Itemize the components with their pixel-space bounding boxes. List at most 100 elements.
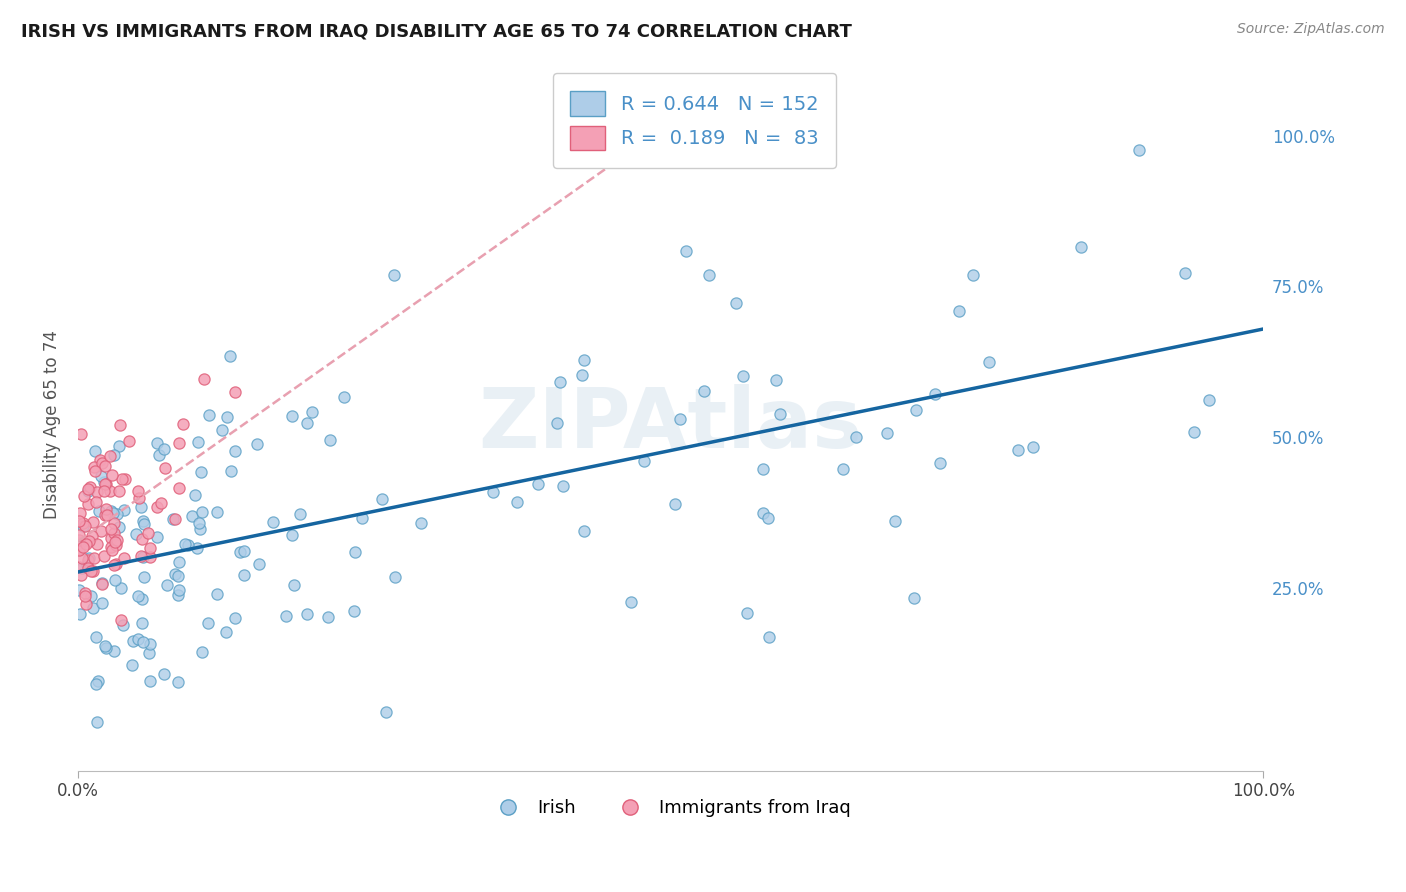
Point bbox=[411, 516, 433, 531]
Point bbox=[84, 443, 107, 458]
Point bbox=[82, 515, 104, 529]
Point bbox=[93, 483, 115, 498]
Point bbox=[219, 464, 242, 478]
Point bbox=[962, 268, 984, 282]
Point bbox=[100, 531, 122, 545]
Point bbox=[110, 582, 132, 596]
Text: 75.0%: 75.0% bbox=[1272, 279, 1324, 297]
Point bbox=[103, 506, 125, 520]
Point bbox=[232, 568, 254, 582]
Point bbox=[191, 645, 214, 659]
Point bbox=[262, 515, 284, 529]
Point bbox=[79, 534, 101, 549]
Point bbox=[1174, 266, 1197, 280]
Point bbox=[1022, 440, 1045, 454]
Point bbox=[756, 511, 779, 525]
Point bbox=[731, 369, 754, 384]
Point bbox=[295, 607, 318, 621]
Y-axis label: Disability Age 65 to 74: Disability Age 65 to 74 bbox=[44, 330, 60, 518]
Point bbox=[132, 514, 155, 528]
Point bbox=[91, 576, 114, 591]
Point bbox=[72, 516, 94, 530]
Point bbox=[526, 476, 548, 491]
Point bbox=[90, 456, 112, 470]
Point bbox=[129, 500, 152, 514]
Point bbox=[318, 433, 340, 447]
Point bbox=[70, 561, 93, 575]
Point bbox=[928, 456, 950, 470]
Point bbox=[67, 559, 90, 574]
Point bbox=[118, 434, 141, 448]
Point bbox=[100, 522, 122, 536]
Point bbox=[96, 508, 118, 522]
Point bbox=[146, 436, 169, 450]
Point bbox=[281, 528, 304, 542]
Point bbox=[104, 535, 127, 549]
Point bbox=[384, 268, 406, 283]
Point bbox=[153, 667, 176, 681]
Point bbox=[83, 459, 105, 474]
Point bbox=[127, 589, 149, 603]
Text: IRISH VS IMMIGRANTS FROM IRAQ DISABILITY AGE 65 TO 74 CORRELATION CHART: IRISH VS IMMIGRANTS FROM IRAQ DISABILITY… bbox=[21, 22, 852, 40]
Point bbox=[274, 608, 297, 623]
Point bbox=[131, 634, 153, 648]
Point bbox=[75, 519, 97, 533]
Point bbox=[94, 508, 117, 522]
Point bbox=[343, 545, 366, 559]
Point bbox=[903, 591, 925, 605]
Point bbox=[125, 527, 148, 541]
Point bbox=[177, 538, 200, 552]
Point bbox=[91, 597, 114, 611]
Point bbox=[69, 533, 91, 547]
Text: ZIPAtlas: ZIPAtlas bbox=[478, 384, 862, 465]
Point bbox=[131, 592, 153, 607]
Point bbox=[112, 503, 135, 517]
Point bbox=[205, 506, 228, 520]
Point bbox=[751, 461, 773, 475]
Point bbox=[574, 353, 596, 368]
Point bbox=[247, 557, 270, 571]
Point bbox=[191, 505, 214, 519]
Point bbox=[146, 530, 169, 544]
Point bbox=[132, 570, 155, 584]
Point bbox=[905, 403, 928, 417]
Point bbox=[184, 487, 207, 501]
Point bbox=[166, 569, 188, 583]
Point bbox=[67, 541, 90, 556]
Point bbox=[156, 578, 179, 592]
Point bbox=[288, 507, 311, 521]
Point bbox=[371, 491, 394, 506]
Point bbox=[73, 585, 96, 599]
Point bbox=[1198, 393, 1220, 408]
Point bbox=[111, 618, 134, 632]
Point bbox=[112, 550, 135, 565]
Point bbox=[111, 472, 134, 486]
Point bbox=[108, 418, 131, 433]
Text: 100.0%: 100.0% bbox=[1272, 128, 1334, 146]
Point bbox=[100, 504, 122, 518]
Point bbox=[188, 522, 211, 536]
Point bbox=[108, 519, 131, 533]
Point bbox=[86, 715, 108, 730]
Point bbox=[1007, 443, 1029, 458]
Point bbox=[94, 639, 117, 653]
Point bbox=[190, 465, 212, 479]
Point bbox=[350, 511, 373, 525]
Point bbox=[246, 437, 269, 451]
Point bbox=[77, 497, 100, 511]
Point bbox=[375, 705, 398, 719]
Point bbox=[187, 435, 209, 450]
Point bbox=[167, 582, 190, 597]
Point bbox=[193, 372, 215, 386]
Point bbox=[620, 595, 643, 609]
Point bbox=[72, 489, 94, 503]
Point bbox=[198, 408, 221, 422]
Point bbox=[228, 544, 250, 558]
Point bbox=[76, 561, 98, 575]
Point bbox=[90, 524, 112, 538]
Point bbox=[283, 578, 305, 592]
Point bbox=[67, 542, 90, 557]
Point bbox=[94, 477, 117, 491]
Point bbox=[1070, 240, 1092, 254]
Point bbox=[79, 590, 101, 604]
